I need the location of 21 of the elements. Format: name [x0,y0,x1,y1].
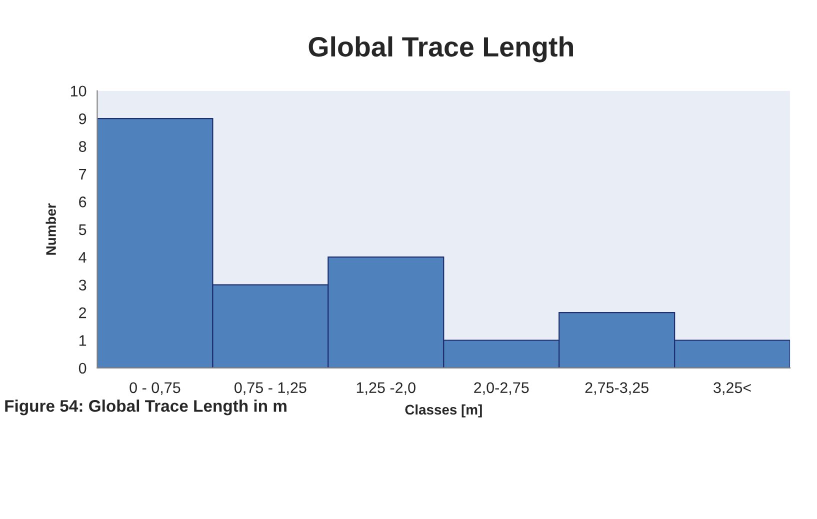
y-tick-label: 1 [79,335,86,346]
x-tick-label: 2,0-2,75 [474,382,529,395]
y-tick-label: 7 [79,168,86,180]
y-tick-label: 10 [70,86,86,97]
x-axis-title: Classes [m] [405,404,482,418]
y-tick-label: 8 [78,141,86,152]
caption: Figure 54: Global Trace Length in m [5,400,286,416]
chart-title: Global Trace Length [308,36,573,62]
x-tick-label: 1,25 -2,0 [356,382,416,395]
y-tick-label: 0 [78,362,86,374]
y-tick-label: 6 [79,196,86,208]
y-tick-label: 4 [78,252,86,263]
y-tick-label: 2 [79,307,86,318]
x-tick-label: 0,75 - 1,25 [234,382,306,395]
x-tick-label: 2,75-3,25 [585,382,648,395]
x-tick-label: 3,25< [714,382,751,395]
y-tick-label: 9 [79,113,86,124]
x-tick-label: 0 - 0,75 [130,382,180,395]
y-axis-title: Number [46,203,56,255]
y-tick-label: 3 [78,280,86,291]
y-tick-label: 5 [78,224,86,236]
